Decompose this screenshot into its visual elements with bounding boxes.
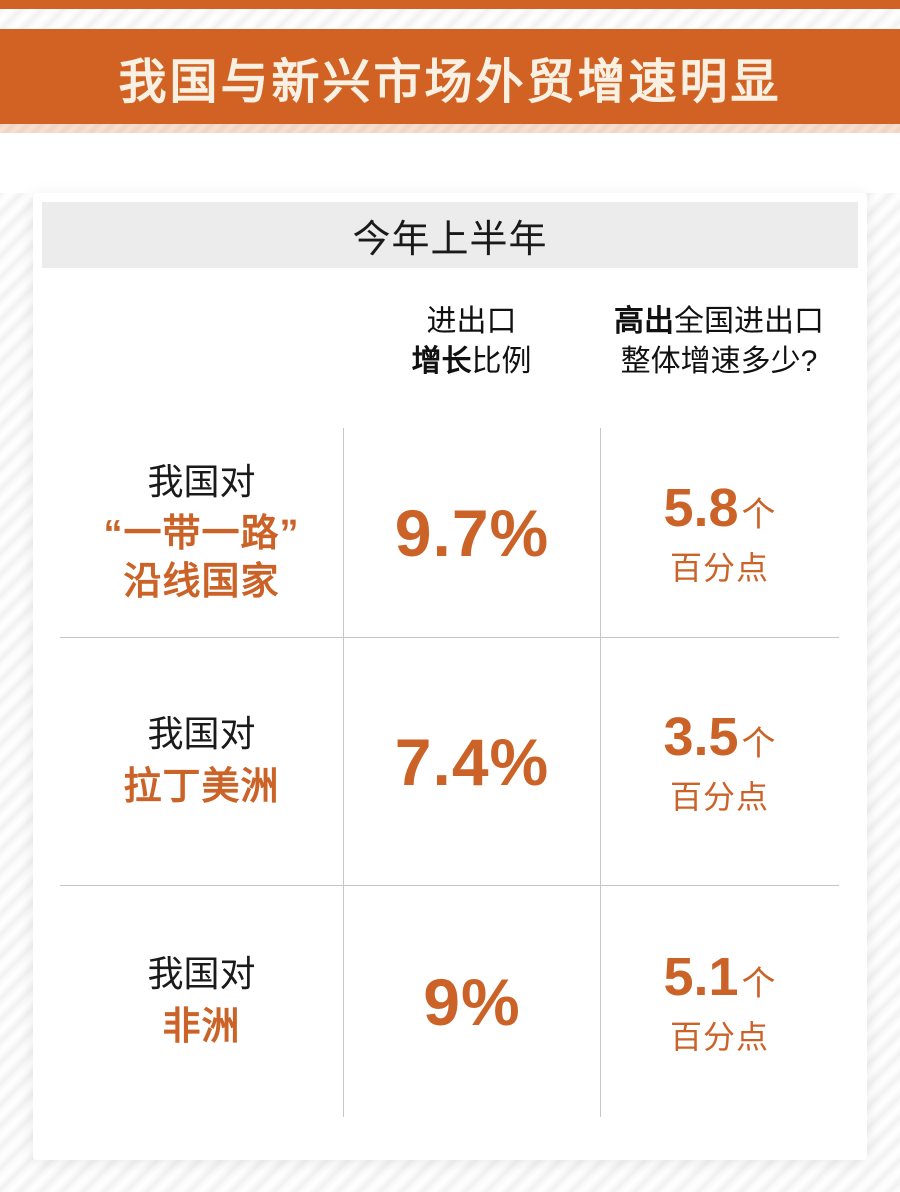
growth-value: 9% [423, 964, 521, 1039]
row-label-line1: 非洲 [162, 1006, 241, 1049]
column-header-diff: 高出全国进出口 整体增速多少? [600, 302, 838, 382]
diff-caption: 百分点 [669, 549, 769, 586]
row-label-line1: “一带一路” [103, 513, 300, 556]
diff-header-line1: 高出全国进出口 [614, 305, 824, 338]
header-spacer-cell [60, 302, 343, 382]
diff-value-cell: 3.5 个 百分点 [600, 638, 838, 885]
growth-value: 9.7% [394, 495, 550, 570]
diff-value: 5.1 [663, 946, 739, 1007]
row-label-cell: 我国对 拉丁美洲 [60, 638, 343, 885]
table-row-latin-america: 我国对 拉丁美洲 7.4% 3.5 个 百分点 [60, 637, 839, 885]
diff-value-line: 3.5 个 [663, 706, 775, 768]
growth-value-cell: 9% [343, 886, 600, 1117]
table-header-row: 进出口 增长比例 高出全国进出口 整体增速多少? [60, 302, 839, 382]
data-table: 进出口 增长比例 高出全国进出口 整体增速多少? [42, 302, 858, 1117]
diff-value-line: 5.8 个 [663, 477, 775, 539]
top-accent-bar [0, 0, 900, 9]
content-area: 今年上半年 进出口 增长比例 高出全国进出口 [0, 193, 900, 1192]
diff-value: 3.5 [663, 706, 739, 767]
growth-value: 7.4% [394, 724, 550, 799]
diff-unit: 个 [741, 495, 776, 534]
growth-header-line2: 增长比例 [411, 345, 532, 378]
growth-value-cell: 9.7% [343, 428, 600, 637]
table-row-belt-and-road: 我国对 “一带一路” 沿线国家 9.7% 5.8 个 百分点 [60, 428, 839, 637]
data-card: 今年上半年 进出口 增长比例 高出全国进出口 [33, 193, 867, 1160]
diff-caption: 百分点 [669, 778, 769, 815]
table-row-africa: 我国对 非洲 9% 5.1 个 百分点 [60, 885, 839, 1117]
row-label-cell: 我国对 “一带一路” 沿线国家 [60, 428, 343, 637]
diff-value-cell: 5.1 个 百分点 [600, 886, 838, 1117]
banner: 我国与新兴市场外贸增速明显 [0, 29, 900, 124]
row-label-prefix: 我国对 [147, 460, 256, 502]
row-label-prefix: 我国对 [147, 953, 256, 995]
row-label-cell: 我国对 非洲 [60, 886, 343, 1117]
diff-value-line: 5.1 个 [663, 946, 775, 1008]
diff-header-line2: 整体增速多少? [620, 345, 818, 378]
diff-value-cell: 5.8 个 百分点 [600, 428, 838, 637]
period-label: 今年上半年 [352, 218, 548, 261]
row-label-line1: 拉丁美洲 [123, 766, 280, 809]
growth-header-line1: 进出口 [426, 305, 517, 338]
diff-value: 5.8 [663, 477, 739, 538]
diff-caption: 百分点 [669, 1018, 769, 1055]
growth-value-cell: 7.4% [343, 638, 600, 885]
page-title: 我国与新兴市场外贸增速明显 [118, 55, 782, 109]
top-stripe-gap [0, 9, 900, 29]
row-label-line2: 沿线国家 [123, 560, 280, 603]
period-header: 今年上半年 [42, 202, 858, 268]
row-label-prefix: 我国对 [147, 713, 256, 755]
column-header-growth: 进出口 增长比例 [343, 302, 600, 382]
banner-underline-strip [0, 124, 900, 133]
table-body: 我国对 “一带一路” 沿线国家 9.7% 5.8 个 百分点 [60, 428, 839, 1117]
diff-unit: 个 [741, 724, 776, 763]
diff-unit: 个 [741, 964, 776, 1003]
